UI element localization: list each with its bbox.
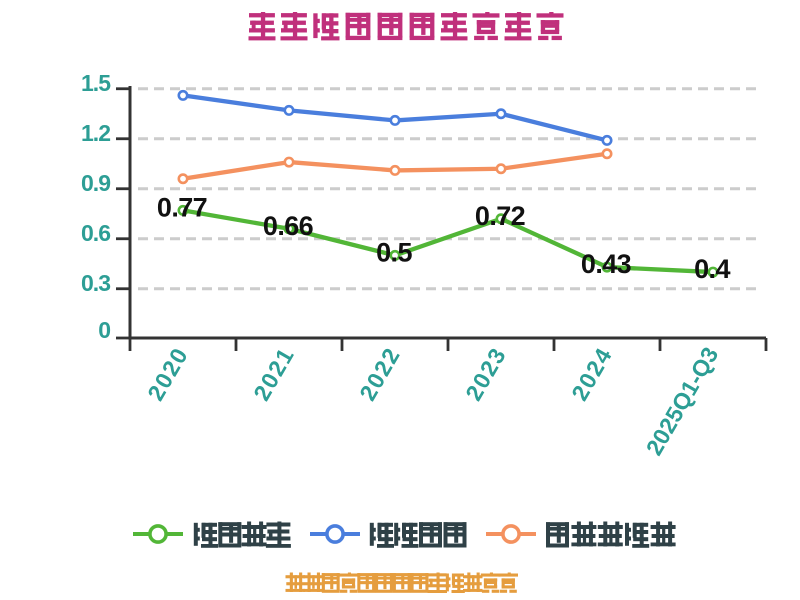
- svg-text:0.4: 0.4: [694, 254, 730, 284]
- svg-text:0.5: 0.5: [376, 237, 412, 267]
- svg-text:1.5: 1.5: [81, 70, 111, 96]
- svg-text:0.6: 0.6: [81, 220, 110, 246]
- svg-text:0.77: 0.77: [157, 192, 207, 222]
- svg-text:1.2: 1.2: [81, 120, 110, 146]
- svg-text:0.3: 0.3: [81, 270, 110, 296]
- svg-text:0.9: 0.9: [81, 170, 110, 196]
- svg-text:0: 0: [98, 317, 110, 343]
- svg-text:0.43: 0.43: [581, 249, 632, 279]
- svg-text:0.66: 0.66: [263, 211, 314, 241]
- svg-text:0.72: 0.72: [475, 201, 525, 231]
